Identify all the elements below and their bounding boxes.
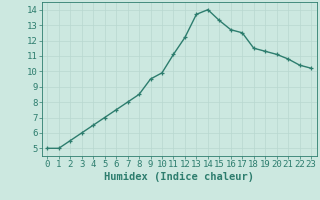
X-axis label: Humidex (Indice chaleur): Humidex (Indice chaleur): [104, 172, 254, 182]
